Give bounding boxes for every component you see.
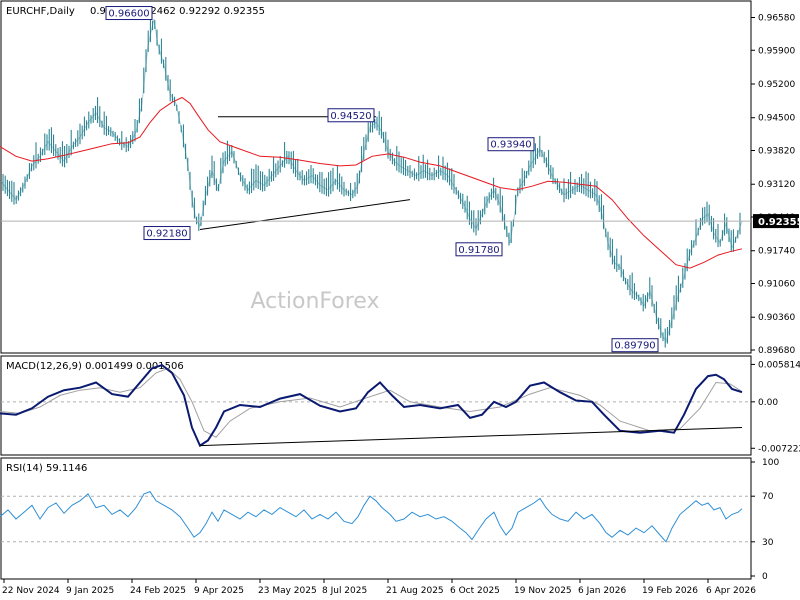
price-tick-label: 0.94500 bbox=[758, 114, 795, 124]
time-tick-label: 6 Oct 2025 bbox=[450, 586, 500, 596]
time-tick-label: 19 Nov 2025 bbox=[514, 586, 572, 596]
time-axis-ticks: 22 Nov 2024 9 Jan 2025 24 Feb 2025 9 Apr 20… bbox=[2, 579, 756, 596]
time-tick-label: 19 Feb 2026 bbox=[642, 586, 698, 596]
rsi-title: RSI(14) 59.1146 bbox=[6, 463, 87, 474]
price-tick-label: 0.91060 bbox=[758, 279, 795, 289]
price-annotation: 0.92180 bbox=[143, 226, 191, 241]
price-annotation: 0.91780 bbox=[455, 242, 503, 257]
price-tick-label: 0.89680 bbox=[758, 346, 795, 356]
ohlc-label: 0.92416 0.92462 0.92292 0.92355 bbox=[90, 6, 265, 17]
rsi-axis-ticks: 100 70 30 0 bbox=[751, 458, 779, 582]
current-price-label: 0.92355 bbox=[758, 217, 800, 228]
watermark: ActionForex bbox=[251, 289, 380, 314]
price-annotation-label: 0.94520 bbox=[330, 111, 371, 122]
price-annotation: 0.89790 bbox=[611, 338, 659, 353]
macd-tick-label: -0.007222 bbox=[758, 444, 800, 454]
price-annotation-label: 0.89790 bbox=[614, 341, 655, 352]
price-bars bbox=[2, 16, 741, 348]
price-panel-frame bbox=[0, 0, 752, 354]
price-tick-label: 0.91740 bbox=[758, 247, 795, 257]
price-annotation-label: 0.93940 bbox=[490, 140, 531, 151]
macd-panel-frame bbox=[0, 355, 752, 456]
rsi-line bbox=[0, 490, 743, 543]
current-price-badge bbox=[753, 214, 799, 229]
price-tick-label: 0.93820 bbox=[758, 146, 795, 156]
macd-line bbox=[0, 363, 743, 448]
price-annotation-label: 0.96600 bbox=[108, 9, 149, 20]
macd-tick-label: 0.005814 bbox=[758, 360, 800, 370]
price-trendline bbox=[199, 199, 411, 231]
time-tick-label: 8 Jul 2025 bbox=[322, 586, 367, 596]
price-annotation-label: 0.92180 bbox=[146, 229, 187, 240]
time-tick-label: 9 Jan 2025 bbox=[66, 586, 114, 596]
price-tick-label: 0.95900 bbox=[758, 46, 795, 56]
price-tick-label: 0.95200 bbox=[758, 80, 795, 90]
price-annotation: 0.94520 bbox=[327, 108, 375, 123]
time-tick-label: 22 Nov 2024 bbox=[2, 586, 60, 596]
price-annotation: 0.93940 bbox=[487, 137, 535, 152]
time-tick-label: 21 Aug 2025 bbox=[386, 586, 444, 596]
rsi-tick-label: 70 bbox=[762, 492, 774, 502]
rsi-tick-label: 100 bbox=[762, 458, 779, 468]
macd-trendline bbox=[199, 427, 743, 447]
price-tick-label: 0.93120 bbox=[758, 180, 795, 190]
rsi-grid bbox=[1, 495, 751, 543]
price-annotation: 0.96600 bbox=[105, 6, 153, 21]
price-annotation-label: 0.91780 bbox=[458, 245, 499, 256]
rsi-tick-label: 30 bbox=[762, 538, 774, 548]
price-annotations: 0.96600 0.92180 0.94520 0.93940 0.91780 0.897… bbox=[105, 6, 659, 353]
macd-axis-ticks: 0.005814 0.00 -0.007222 bbox=[751, 360, 800, 454]
time-tick-label: 24 Feb 2025 bbox=[130, 586, 186, 596]
price-tick-label: 0.90360 bbox=[758, 313, 795, 323]
moving-average-line bbox=[0, 96, 743, 269]
time-tick-label: 6 Apr 2026 bbox=[706, 586, 756, 596]
time-tick-label: 9 Apr 2025 bbox=[194, 586, 244, 596]
macd-signal-line bbox=[0, 367, 743, 438]
price-tick-label: 0.96580 bbox=[758, 13, 795, 23]
symbol-label: EURCHF,Daily bbox=[6, 6, 75, 17]
macd-tick-label: 0.00 bbox=[758, 398, 778, 408]
time-tick-label: 23 May 2025 bbox=[258, 586, 317, 596]
macd-title: MACD(12,26,9) 0.001499 0.001506 bbox=[6, 361, 184, 372]
rsi-tick-label: 0 bbox=[762, 572, 768, 582]
time-tick-label: 6 Jan 2026 bbox=[578, 586, 626, 596]
